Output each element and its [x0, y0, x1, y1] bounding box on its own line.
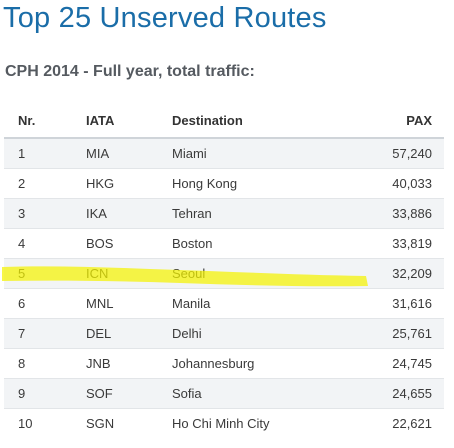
- table-row: 3 IKA Tehran 33,886: [4, 198, 444, 229]
- cell-destination: Sofia: [172, 378, 342, 409]
- cell-pax: 33,886: [342, 198, 444, 229]
- cell-pax: 31,616: [342, 288, 444, 319]
- table-row: 9 SOF Sofia 24,655: [4, 378, 444, 409]
- cell-destination: Boston: [172, 228, 342, 259]
- cell-pax: 24,655: [342, 378, 444, 409]
- cell-iata: IKA: [86, 198, 172, 229]
- cell-nr: 1: [4, 137, 86, 169]
- table-row: 2 HKG Hong Kong 40,033: [4, 168, 444, 199]
- cell-iata: ICN: [86, 258, 172, 289]
- cell-iata: BOS: [86, 228, 172, 259]
- table-body: 1 MIA Miami 57,240 2 HKG Hong Kong 40,03…: [4, 137, 444, 438]
- table-row: 10 SGN Ho Chi Minh City 22,621: [4, 408, 444, 438]
- routes-table: Nr. IATA Destination PAX 1 MIA Miami 57,…: [4, 103, 444, 438]
- cell-nr: 5: [4, 258, 86, 289]
- cell-destination: Tehran: [172, 198, 342, 229]
- cell-nr: 6: [4, 288, 86, 319]
- cell-nr: 2: [4, 168, 86, 199]
- cell-pax: 32,209: [342, 258, 444, 289]
- table-row: 1 MIA Miami 57,240: [4, 137, 444, 169]
- table-header-row: Nr. IATA Destination PAX: [4, 103, 444, 139]
- cell-destination: Miami: [172, 137, 342, 169]
- cell-iata: JNB: [86, 348, 172, 379]
- cell-iata: DEL: [86, 318, 172, 349]
- cell-pax: 57,240: [342, 137, 444, 169]
- cell-nr: 7: [4, 318, 86, 349]
- cell-iata: HKG: [86, 168, 172, 199]
- cell-pax: 25,761: [342, 318, 444, 349]
- cell-pax: 33,819: [342, 228, 444, 259]
- cell-pax: 22,621: [342, 408, 444, 438]
- cell-destination: Manila: [172, 288, 342, 319]
- header-nr: Nr.: [4, 103, 86, 139]
- cell-nr: 4: [4, 228, 86, 259]
- table-row: 8 JNB Johannesburg 24,745: [4, 348, 444, 379]
- cell-nr: 8: [4, 348, 86, 379]
- cell-iata: MNL: [86, 288, 172, 319]
- table-row: 6 MNL Manila 31,616: [4, 288, 444, 319]
- table-row: 4 BOS Boston 33,819: [4, 228, 444, 259]
- cell-iata: MIA: [86, 137, 172, 169]
- cell-nr: 10: [4, 408, 86, 438]
- cell-destination: Seoul: [172, 258, 342, 289]
- table-subtitle: CPH 2014 - Full year, total traffic:: [5, 63, 255, 80]
- table-row-highlighted: 5 ICN Seoul 32,209: [4, 258, 444, 289]
- header-pax: PAX: [342, 103, 444, 139]
- cell-iata: SGN: [86, 408, 172, 438]
- cell-iata: SOF: [86, 378, 172, 409]
- cell-pax: 24,745: [342, 348, 444, 379]
- page-title: Top 25 Unserved Routes: [3, 2, 327, 34]
- cell-destination: Delhi: [172, 318, 342, 349]
- header-iata: IATA: [86, 103, 172, 139]
- header-destination: Destination: [172, 103, 342, 139]
- cell-nr: 9: [4, 378, 86, 409]
- cell-destination: Ho Chi Minh City: [172, 408, 342, 438]
- cell-destination: Hong Kong: [172, 168, 342, 199]
- cell-destination: Johannesburg: [172, 348, 342, 379]
- table-row: 7 DEL Delhi 25,761: [4, 318, 444, 349]
- cell-nr: 3: [4, 198, 86, 229]
- cell-pax: 40,033: [342, 168, 444, 199]
